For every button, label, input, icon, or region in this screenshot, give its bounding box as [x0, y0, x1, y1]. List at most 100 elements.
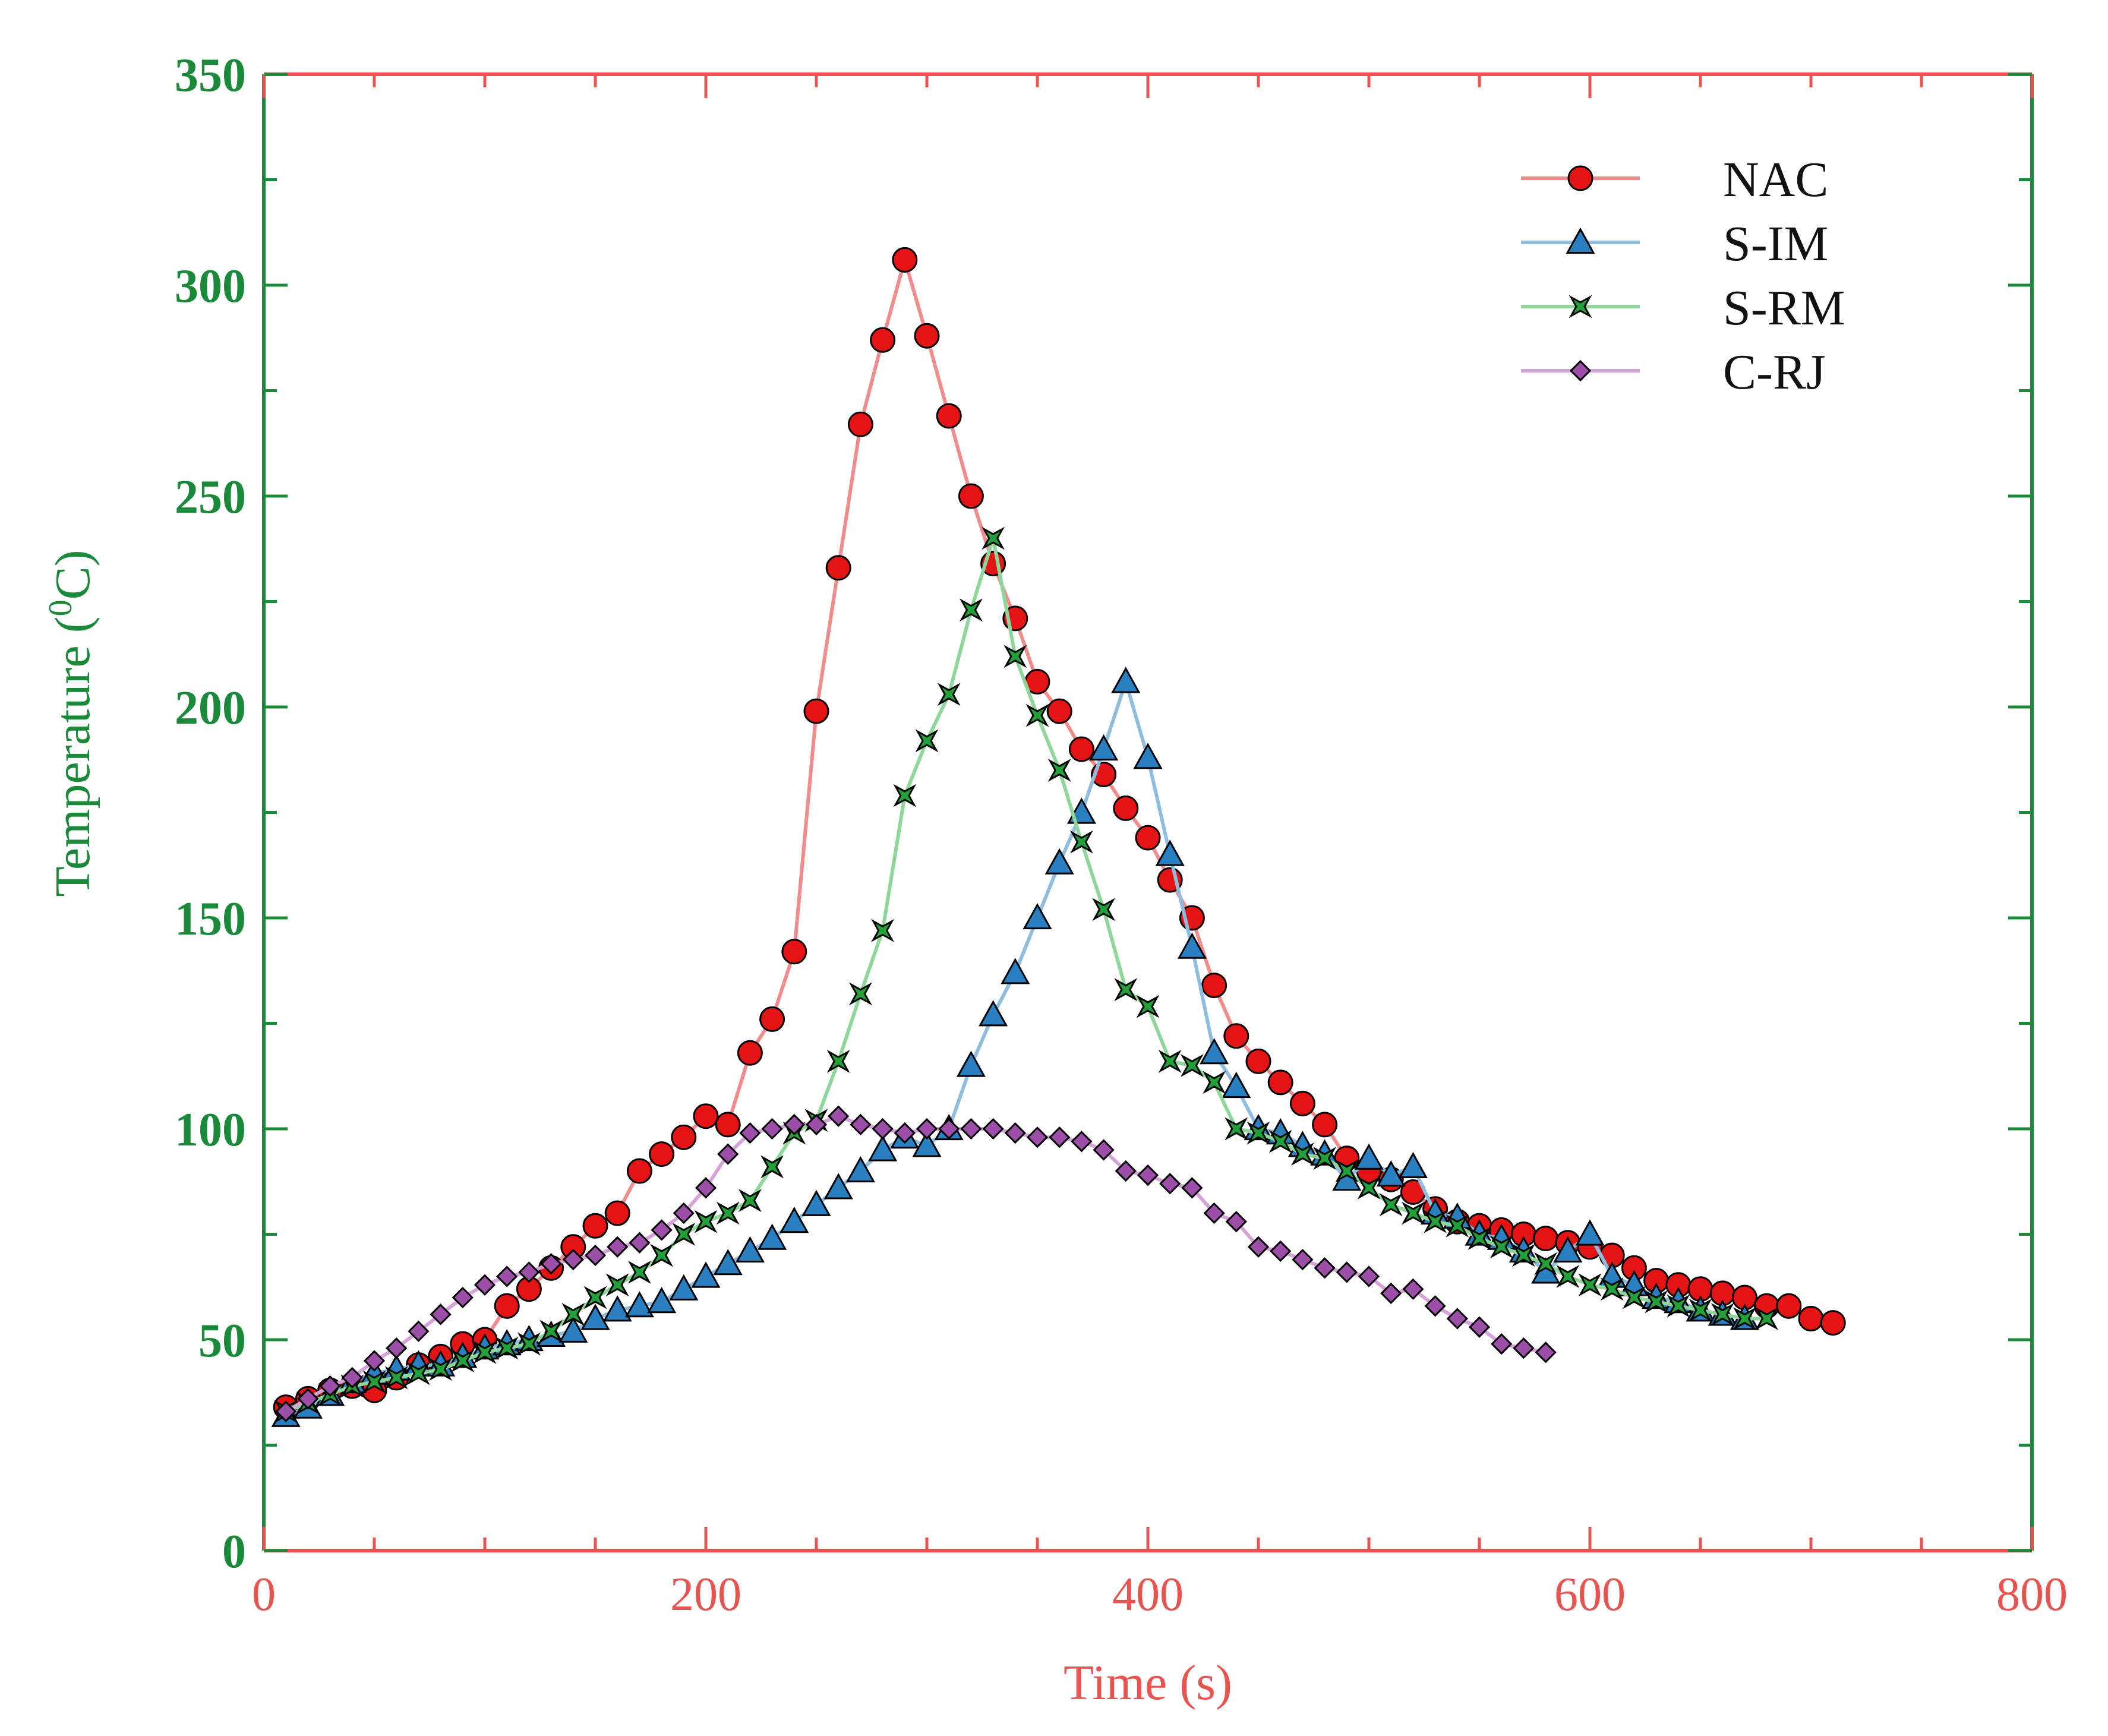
data-point-nac	[1267, 1069, 1293, 1096]
data-point-s-im	[868, 1135, 898, 1161]
data-point-s-rm	[1069, 830, 1093, 854]
data-point-c-rj	[1203, 1202, 1225, 1224]
data-point-s-im	[624, 1291, 654, 1318]
data-point-s-rm	[1711, 1302, 1734, 1326]
data-point-c-rj	[850, 1113, 872, 1136]
data-point-s-rm	[1136, 995, 1160, 1018]
x-tick-label: 200	[670, 1568, 741, 1621]
data-point-c-rj	[518, 1261, 540, 1283]
data-point-s-rm	[1622, 1286, 1646, 1309]
data-point-c-rj	[916, 1118, 938, 1140]
data-point-s-im	[1001, 958, 1030, 984]
data-point-s-im	[758, 1223, 787, 1250]
data-point-s-rm	[1667, 1294, 1690, 1318]
data-point-c-rj	[1358, 1265, 1380, 1287]
data-point-s-rm	[1313, 1147, 1337, 1170]
data-point-s-im	[669, 1274, 699, 1301]
data-point-nac	[1201, 973, 1227, 999]
data-point-c-rj	[695, 1177, 717, 1199]
y-axis-title: Temperature (0C)	[42, 550, 100, 897]
data-point-s-rm	[826, 1049, 850, 1073]
series-s-im	[271, 667, 1759, 1427]
data-point-s-rm	[1047, 759, 1071, 782]
x-tick-label: 400	[1112, 1568, 1184, 1621]
data-point-s-rm	[1645, 1290, 1668, 1314]
tick-labels: 0 200 400 600 800 0 50 100 150 200 250 300 350	[175, 49, 2068, 1621]
data-point-nac	[1113, 795, 1139, 821]
data-point-c-rj	[1071, 1131, 1093, 1153]
data-point-c-rj	[408, 1320, 430, 1342]
data-point-s-im	[1222, 1071, 1251, 1099]
data-point-nac	[1776, 1293, 1802, 1319]
data-point-s-rm	[738, 1189, 762, 1213]
data-point-c-rj	[1468, 1316, 1491, 1338]
data-point-s-rm	[1203, 1071, 1226, 1094]
data-point-c-rj	[1247, 1236, 1270, 1258]
data-point-s-rm	[583, 1286, 607, 1309]
data-point-nac	[1223, 1023, 1249, 1049]
data-point-s-im	[602, 1295, 632, 1322]
data-point-c-rj	[1402, 1278, 1424, 1300]
data-point-s-rm	[1733, 1307, 1756, 1330]
data-point-c-rj	[1225, 1211, 1247, 1233]
data-point-nac	[914, 323, 940, 349]
data-point-c-rj	[1336, 1261, 1358, 1283]
y-tick-label: 350	[175, 49, 246, 102]
series-line-nac	[285, 253, 1834, 1409]
data-point-c-rj	[1292, 1248, 1314, 1271]
data-point-c-rj	[673, 1202, 695, 1224]
data-point-c-rj	[363, 1350, 386, 1372]
data-point-s-im	[979, 1000, 1008, 1027]
data-point-s-rm	[893, 784, 917, 807]
data-point-s-rm	[627, 1260, 651, 1284]
data-point-s-rm	[982, 526, 1005, 550]
data-point-c-rj	[1049, 1126, 1071, 1148]
data-point-c-rj	[1181, 1177, 1203, 1199]
data-point-s-rm	[1025, 703, 1049, 727]
data-point-nac	[759, 1006, 785, 1032]
legend-label-c-rj: C-RJ	[1723, 345, 1826, 400]
data-point-c-rj	[872, 1118, 894, 1140]
data-point-nac	[715, 1112, 741, 1138]
data-point-nac	[781, 939, 807, 965]
data-point-c-rj	[1380, 1282, 1402, 1305]
data-point-s-rm	[1468, 1227, 1491, 1251]
data-point-s-rm	[1689, 1298, 1712, 1322]
data-point-c-rj	[1004, 1122, 1026, 1144]
data-point-s-rm	[1114, 978, 1138, 1002]
data-point-c-rj	[584, 1244, 607, 1267]
data-point-c-rj	[828, 1105, 850, 1127]
data-point-s-im	[780, 1207, 809, 1233]
data-point-c-rj	[1314, 1257, 1336, 1279]
legend-label-s-im: S-IM	[1723, 216, 1828, 272]
data-point-c-rj	[474, 1274, 496, 1296]
data-point-s-rm	[362, 1370, 386, 1394]
legend: NAC S-IM S-RM C-RJ	[1521, 152, 1845, 400]
data-point-s-im	[1553, 1236, 1583, 1262]
data-point-c-rj	[1513, 1337, 1535, 1359]
legend-marker-s-rm	[1569, 295, 1592, 318]
data-point-s-rm	[1556, 1265, 1580, 1288]
y-tick-label: 150	[175, 893, 246, 945]
data-point-s-rm	[1401, 1201, 1425, 1225]
x-tick-label: 600	[1554, 1568, 1626, 1621]
data-point-c-rj	[805, 1113, 828, 1136]
data-point-s-rm	[848, 982, 872, 1006]
y-tick-label: 300	[175, 260, 246, 313]
series-s-rm	[274, 526, 1779, 1423]
data-point-c-rj	[1093, 1139, 1115, 1161]
data-point-c-rj	[452, 1286, 474, 1309]
data-point-s-im	[1177, 932, 1207, 959]
data-point-c-rj	[297, 1388, 319, 1410]
data-point-s-rm	[561, 1302, 585, 1326]
data-point-c-rj	[1115, 1160, 1137, 1182]
legend-item-s-rm: S-RM	[1521, 280, 1845, 336]
data-point-s-im	[1023, 902, 1052, 930]
data-point-c-rj	[1424, 1295, 1446, 1317]
data-point-s-im	[1155, 839, 1185, 866]
data-point-c-rj	[341, 1366, 363, 1389]
data-point-c-rj	[739, 1122, 761, 1144]
legend-item-c-rj: C-RJ	[1521, 345, 1826, 400]
data-point-s-rm	[1092, 898, 1116, 921]
